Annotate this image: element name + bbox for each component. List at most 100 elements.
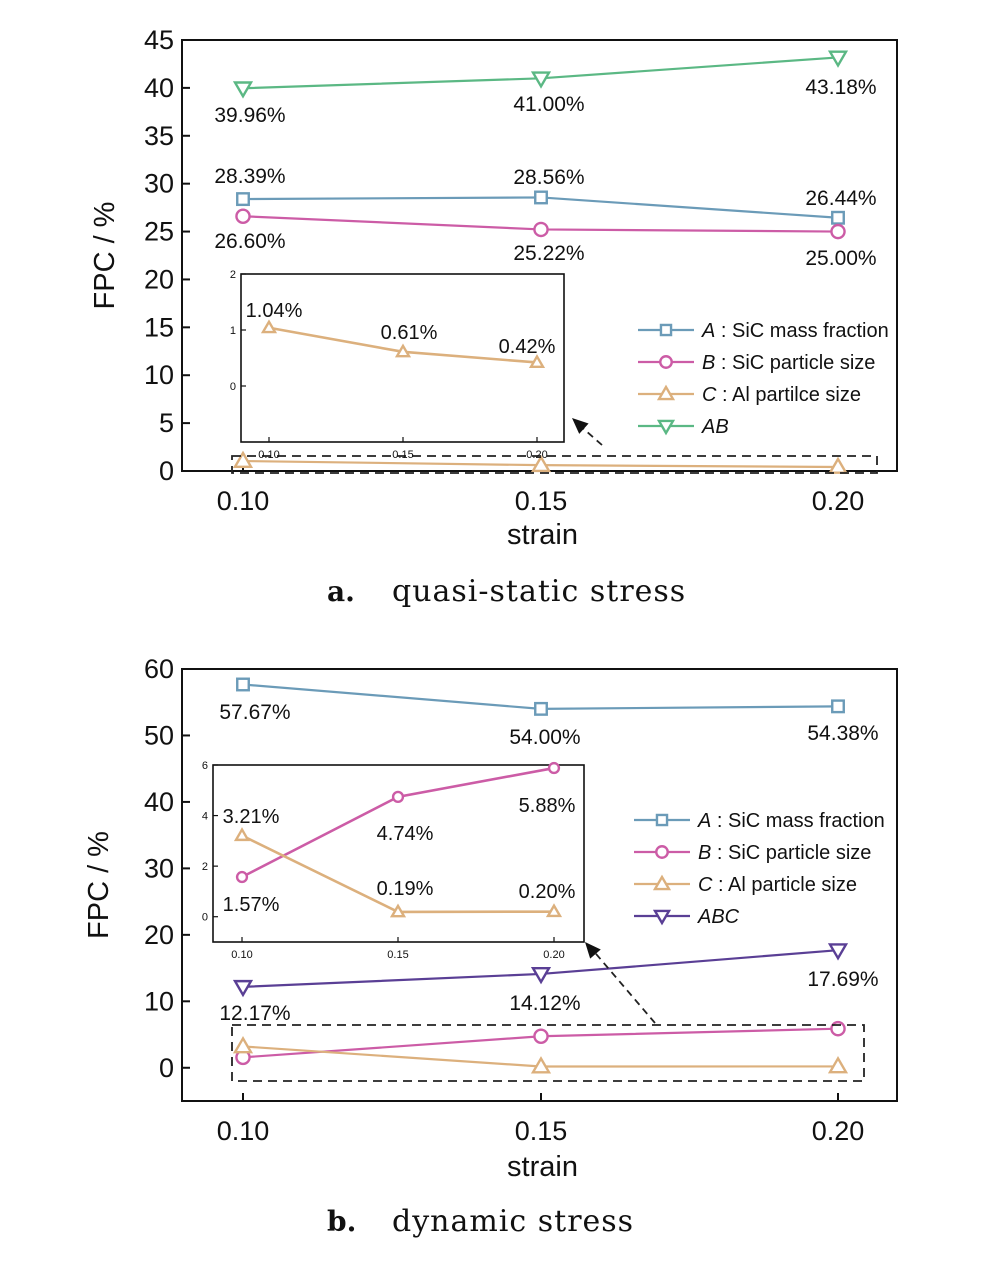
legend-key: C <box>702 384 717 406</box>
series-ABC: 12.17% 14.12% 17.69% <box>219 943 879 1025</box>
zoom-arrow-head <box>572 418 589 434</box>
data-point-C <box>827 456 849 474</box>
inset-x-tick-label: 0.15 <box>392 449 413 461</box>
y-tick-label: 30 <box>144 853 174 883</box>
y-tick-label: 35 <box>144 121 174 151</box>
inset-data-label-C: 1.04% <box>246 300 303 322</box>
y-tick-label: 60 <box>144 654 174 684</box>
data-point-A <box>236 677 250 692</box>
series-A: 28.39% 28.56% 26.44% <box>214 165 877 225</box>
inset-data-label-C: 0.20% <box>519 881 576 903</box>
series-B <box>235 1020 846 1066</box>
caption-text: dynamic stress <box>392 1204 634 1239</box>
inset-data-label-C: 3.21% <box>223 806 280 828</box>
data-point-ABC <box>530 966 552 985</box>
y-tick-label: 20 <box>144 264 174 294</box>
inset-y-tick-label: 1 <box>230 325 236 337</box>
inset-x-tick-label: 0.15 <box>387 949 408 961</box>
figure-caption-a: a. quasi-static stress <box>327 574 685 609</box>
y-tick-label: 30 <box>144 169 174 199</box>
legend-text: : SiC particle size <box>715 352 875 374</box>
legend-marker-ABC <box>652 909 672 926</box>
y-tick-label: 40 <box>144 73 174 103</box>
x-tick-label: 0.20 <box>812 486 865 516</box>
y-axis-label: FPC / % <box>83 831 115 939</box>
legend-key: ABC <box>697 906 740 928</box>
inset-x-tick-label: 0.20 <box>526 449 547 461</box>
data-label-A: 28.56% <box>513 166 584 189</box>
legend-key: AB <box>701 416 729 438</box>
legend-entry-A: A : SiC mass fraction <box>697 810 885 832</box>
series-C <box>232 1036 849 1074</box>
inset-data-point-B <box>391 790 405 803</box>
inset-data-point-C <box>528 354 546 368</box>
inset-data-label-C: 0.42% <box>499 336 556 358</box>
inset-x-tick-label: 0.20 <box>543 949 564 961</box>
data-point-C <box>232 1036 254 1054</box>
data-label-B: 26.60% <box>214 230 285 253</box>
y-tick-label: 20 <box>144 920 174 950</box>
inset-data-point-B <box>547 761 561 775</box>
zoom-arrow-line <box>590 947 656 1024</box>
y-tick-label: 0 <box>159 1053 174 1083</box>
y-tick-label: 50 <box>144 720 174 750</box>
data-label-A: 26.44% <box>805 187 876 210</box>
caption-label: a. <box>327 575 355 608</box>
figure-caption-b: b. dynamic stress <box>327 1204 634 1239</box>
legend-marker-C <box>652 874 672 891</box>
plot-frame <box>181 668 898 1102</box>
inset-x-tick-label: 0.10 <box>231 949 252 961</box>
zoom-region-box <box>231 455 878 474</box>
legend-marker-B <box>659 355 673 369</box>
data-label-ABC: 17.69% <box>807 968 878 991</box>
data-point-AB <box>530 71 552 89</box>
series-AB: 39.96% 41.00% 43.18% <box>214 50 877 127</box>
zoom-region-box <box>231 1024 865 1082</box>
data-label-A: 54.38% <box>807 722 878 745</box>
inset-data-point-C <box>233 827 251 842</box>
data-label-AB: 43.18% <box>805 76 876 99</box>
inset-y-tick-label: 2 <box>202 861 208 873</box>
x-tick-label: 0.10 <box>217 1116 270 1146</box>
data-point-B <box>533 221 549 238</box>
y-tick-label: 45 <box>144 25 174 55</box>
legend-text: : SiC mass fraction <box>711 810 884 832</box>
series-A: 57.67% 54.00% 54.38% <box>219 677 879 749</box>
x-tick-label: 0.20 <box>812 1116 865 1146</box>
series-B: 26.60% 25.22% 25.00% <box>214 208 877 270</box>
inset-frame <box>240 273 565 443</box>
legend-marker-A <box>655 813 669 827</box>
inset-data-label-B: 1.57% <box>223 894 280 916</box>
data-point-A <box>534 701 548 716</box>
inset-y-tick-label: 4 <box>202 811 208 823</box>
x-tick-label: 0.15 <box>515 486 568 516</box>
data-point-C <box>530 1056 552 1074</box>
data-label-A: 28.39% <box>214 165 285 188</box>
legend-key: B <box>702 352 715 374</box>
legend-entry-B: B : SiC particle size <box>702 352 875 374</box>
data-label-A: 54.00% <box>509 726 580 749</box>
data-point-C <box>232 450 254 468</box>
data-label-ABC: 12.17% <box>219 1002 290 1025</box>
data-point-A <box>236 192 250 207</box>
legend-text: : SiC particle size <box>711 842 871 864</box>
data-point-B <box>830 1020 846 1037</box>
inset-data-label-B: 4.74% <box>377 823 434 845</box>
legend-marker-C <box>656 384 676 401</box>
legend-key: C <box>698 874 713 896</box>
data-point-ABC <box>232 979 254 998</box>
inset-data-point-C <box>545 903 563 918</box>
inset-y-tick-label: 2 <box>230 269 236 281</box>
data-point-ABC <box>827 943 849 961</box>
data-label-B: 25.00% <box>805 247 876 270</box>
data-point-C <box>827 1056 849 1074</box>
legend-entry-A: A : SiC mass fraction <box>701 320 889 342</box>
y-axis-label: FPC / % <box>89 202 121 310</box>
legend-text: : SiC mass fraction <box>715 320 888 342</box>
legend-key: B <box>698 842 711 864</box>
inset-data-point-C <box>260 319 278 334</box>
y-tick-label: 15 <box>144 312 174 342</box>
